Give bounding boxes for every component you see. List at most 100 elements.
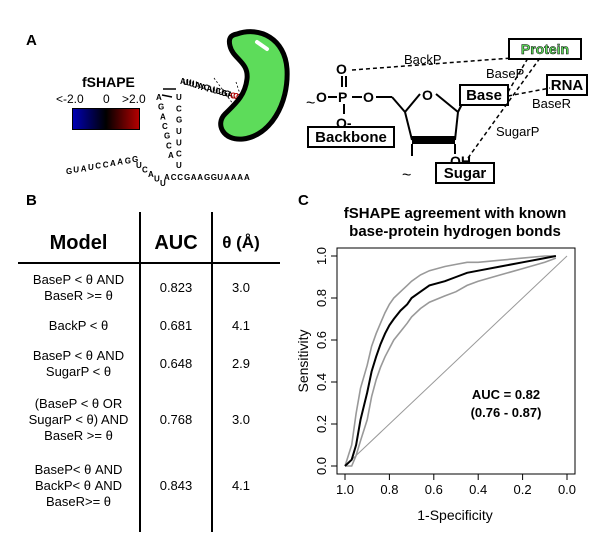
roc-chart: fSHAPE agreement with known base-protein…	[295, 205, 576, 523]
table-cell-model: (BaseP < θ OR SugarP < θ) AND BaseR >= θ	[28, 396, 129, 443]
rna-loop-base: A	[195, 81, 201, 90]
rna-strand-left-base: U	[88, 163, 94, 172]
x-axis-label: 1-Specificity	[417, 507, 492, 523]
rna-strand-right-base: C	[177, 173, 183, 182]
base-box	[459, 84, 509, 106]
rna-loop-base: A	[227, 91, 233, 100]
basep-label: BaseP	[486, 66, 524, 81]
table-cell-model: BaseP < θ AND SugarP < θ	[32, 348, 125, 379]
rna-loop-base: U	[192, 80, 198, 89]
rna-stem-left-base: A	[156, 93, 162, 102]
fshape-legend-max: >2.0	[122, 92, 146, 106]
y-axis-label: Sensitivity	[295, 329, 311, 392]
rna-loop-base: C	[215, 87, 221, 96]
table-header-model: Model	[49, 232, 108, 254]
rna-strand-right-base: U	[217, 173, 223, 182]
rna-loop-base: U	[210, 85, 216, 94]
atom-p: P	[338, 89, 347, 105]
rna-stem-right-base: U	[176, 127, 182, 136]
rna-strand-right-base: C	[171, 173, 177, 182]
rna-stem-right-base: G	[176, 116, 182, 125]
rna-strand-right-base: G	[184, 173, 190, 182]
table-col-rule-1	[139, 212, 141, 532]
table-cell-model: BackP < θ	[48, 318, 109, 333]
rna-stem-right-base: C	[176, 104, 182, 113]
table-header-auc: AUC	[154, 232, 198, 254]
table-cell-model: BaseP< θ AND BackP< θ AND BaseR>= θ	[34, 462, 123, 509]
auc-annotation: AUC = 0.82	[472, 387, 540, 402]
panel-label-b: B	[26, 192, 37, 209]
table-cell-theta: 2.9	[231, 356, 251, 371]
rna-stem-left-base: A	[168, 151, 174, 160]
rna-strand-left-base: G	[125, 156, 131, 165]
rna-stem-left-base: A	[160, 112, 166, 121]
rna-loop-base: A	[207, 85, 213, 94]
x-tick-label: 0.4	[469, 482, 487, 497]
chart-title-line2: base-protein hydrogen bonds	[349, 223, 561, 240]
rna-loop-base: G	[224, 90, 230, 99]
chart-title-line1: fSHAPE agreement with known	[344, 205, 567, 222]
table-cell-theta: 4.1	[231, 318, 251, 333]
rna-stem-right-base: U	[176, 138, 182, 147]
backp-line	[351, 57, 513, 71]
rna-label: RNA	[551, 77, 584, 94]
table-cell-model: BaseP < θ AND BaseR >= θ	[32, 272, 125, 303]
y-tick-label: 0.2	[314, 415, 329, 433]
rna-strand-left-base: C	[95, 162, 101, 171]
rna-strand-right-base: A	[191, 173, 197, 182]
baser-line	[507, 87, 551, 97]
atom-o-ester: O	[363, 89, 374, 105]
rna-strand-left-base: G	[66, 167, 72, 176]
x-tick-label: 1.0	[336, 482, 354, 497]
rna-loop-base: C	[230, 91, 236, 100]
rna-stem-left-base: G	[158, 103, 164, 112]
table-header-rule	[18, 262, 280, 264]
y-tick-label: 0.8	[314, 289, 329, 307]
atom-o-ring: O	[422, 87, 433, 103]
rna-loop-base: C	[233, 92, 239, 101]
y-tick-label: 0.6	[314, 331, 329, 349]
rna-stem-left-base: C	[162, 122, 168, 131]
rna-strand-right-base: G	[204, 173, 210, 182]
y-tick-label: 1.0	[314, 247, 329, 265]
nucleotide-diagram: ~ O P O O- O O OH ~ Backbone Base Sugar …	[306, 38, 588, 184]
rna-loop-base: A	[198, 82, 204, 91]
x-tick-label: 0.6	[425, 482, 443, 497]
rna-stem-right-base: C	[176, 150, 182, 159]
atom-o-left: O	[316, 89, 327, 105]
fshape-legend-mid: 0	[103, 92, 110, 106]
table-header-theta: θ (Å)	[222, 233, 260, 252]
rna-strand-right-base: G	[211, 173, 217, 182]
x-tick-label: 0.8	[380, 482, 398, 497]
rna-strand-bottom-base: A	[148, 170, 154, 179]
x-tick-label: 0.2	[514, 482, 532, 497]
protein-label: Protein	[521, 41, 569, 57]
panel-label-c: C	[298, 192, 309, 209]
table-col-rule-2	[211, 212, 213, 532]
rna-protein-contact	[235, 81, 243, 101]
rna-loop-base: C	[204, 84, 210, 93]
fshape-color-bar	[72, 108, 140, 130]
rna-strand-left-base: C	[103, 160, 109, 169]
rna-strand-right-base: A	[244, 173, 250, 182]
table-cell-theta: 3.0	[231, 412, 251, 427]
rna-strand-right-base: A	[197, 173, 203, 182]
fshape-legend-min: <-2.0	[56, 92, 84, 106]
base-label: Base	[466, 87, 502, 104]
panel-label-a: A	[26, 32, 37, 49]
protein-highlight	[255, 40, 269, 51]
rna-loop-base: U	[212, 86, 218, 95]
rna-strand-right-base: A	[237, 173, 243, 182]
rna-strand-bottom-base: U	[136, 161, 142, 170]
rna-loop-base: U	[189, 80, 195, 89]
rna-loop-base: U	[183, 78, 189, 87]
y-tick-label: 0.4	[314, 373, 329, 391]
roc-curve	[344, 255, 557, 467]
rna-stem-left-base: G	[164, 132, 170, 141]
rna-strand-right-base: A	[164, 173, 170, 182]
table-cell-auc: 0.648	[159, 356, 193, 371]
fshape-legend-title: fSHAPE	[82, 74, 135, 90]
protein-box	[508, 38, 582, 60]
rna-strand-left-base: U	[73, 166, 79, 175]
atom-o-top: O	[336, 61, 347, 77]
